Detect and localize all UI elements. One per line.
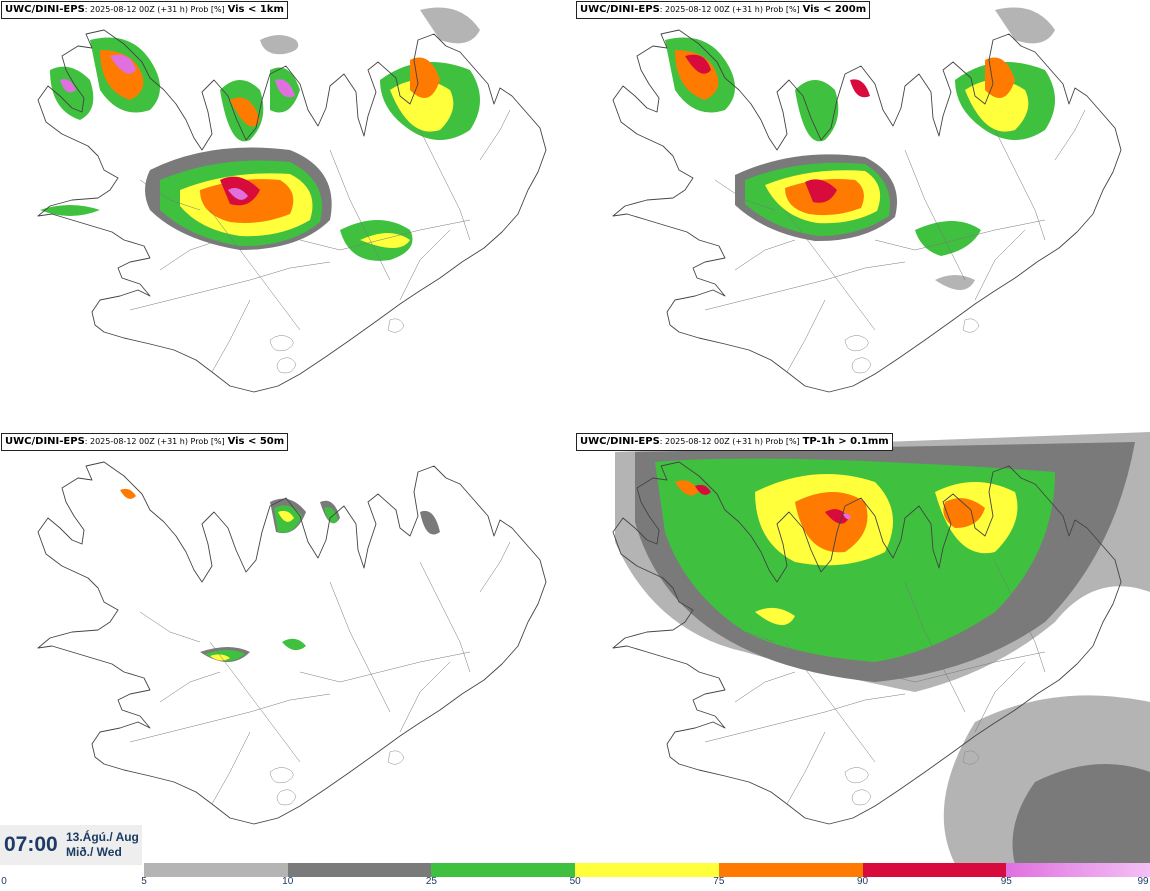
variable-label: Vis < 200m: [802, 4, 867, 15]
run-meta: : 2025-08-12 00Z (+31 h) Prob [%]: [84, 437, 225, 446]
colorbar-tick-label: 99: [1137, 876, 1149, 887]
panel-title: UWC/DINI-EPS: 2025-08-12 00Z (+31 h) Pro…: [1, 433, 289, 451]
map-panel-vis-50m: UWC/DINI-EPS: 2025-08-12 00Z (+31 h) Pro…: [0, 432, 575, 864]
map-vis-50m: [37, 461, 547, 825]
colorbar-segment: [575, 863, 719, 877]
colorbar-segment: [287, 863, 432, 877]
colorbar-tick-label: 25: [425, 876, 437, 887]
colorbar-tick-label: 75: [713, 876, 725, 887]
colorbar-tick-label: 0: [1, 876, 7, 887]
colorbar-tick-label: 95: [1000, 876, 1012, 887]
colorbar-tick-label: 5: [141, 876, 147, 887]
source-label: UWC/DINI-EPS: [580, 436, 660, 447]
colorbar-tick-label: 10: [282, 876, 294, 887]
colorbar-tick-label: 50: [569, 876, 581, 887]
colorbar-segment: [718, 863, 863, 877]
probability-colorbar: [144, 863, 1150, 877]
probability-overlay: [615, 432, 1150, 864]
map-tp-1h: [612, 432, 1150, 864]
probability-overlay: [40, 7, 480, 261]
run-meta: : 2025-08-12 00Z (+31 h) Prob [%]: [84, 5, 225, 14]
valid-weekday: Mið./ Wed: [66, 845, 122, 859]
colorbar-segment: [431, 863, 576, 877]
source-label: UWC/DINI-EPS: [580, 4, 660, 15]
panel-title: UWC/DINI-EPS: 2025-08-12 00Z (+31 h) Pro…: [1, 1, 288, 19]
map-panel-tp-1h: UWC/DINI-EPS: 2025-08-12 00Z (+31 h) Pro…: [575, 432, 1150, 864]
colorbar-segment: [862, 863, 1007, 877]
panel-title: UWC/DINI-EPS: 2025-08-12 00Z (+31 h) Pro…: [576, 1, 871, 19]
map-vis-1km: [37, 7, 547, 393]
panel-title: UWC/DINI-EPS: 2025-08-12 00Z (+31 h) Pro…: [576, 433, 893, 451]
colorbar-segment: [144, 863, 288, 877]
source-label: UWC/DINI-EPS: [5, 4, 85, 15]
probability-overlay: [120, 488, 440, 662]
valid-time: 07:00: [4, 833, 58, 856]
run-meta: : 2025-08-12 00Z (+31 h) Prob [%]: [659, 5, 800, 14]
valid-time-box: 07:00 13.Ágú./ Aug Mið./ Wed: [0, 825, 142, 865]
variable-label: Vis < 1km: [227, 4, 284, 15]
probability-overlay: [665, 7, 1055, 290]
map-vis-200m: [612, 7, 1122, 393]
colorbar-segment: [1006, 863, 1150, 877]
valid-date: 13.Ágú./ Aug: [66, 830, 139, 844]
colorbar-tick-label: 90: [857, 876, 869, 887]
source-label: UWC/DINI-EPS: [5, 436, 85, 447]
variable-label: Vis < 50m: [227, 436, 285, 447]
map-panel-vis-200m: UWC/DINI-EPS: 2025-08-12 00Z (+31 h) Pro…: [575, 0, 1150, 432]
map-panel-vis-1km: UWC/DINI-EPS: 2025-08-12 00Z (+31 h) Pro…: [0, 0, 575, 432]
run-meta: : 2025-08-12 00Z (+31 h) Prob [%]: [659, 437, 800, 446]
variable-label: TP-1h > 0.1mm: [802, 436, 889, 447]
